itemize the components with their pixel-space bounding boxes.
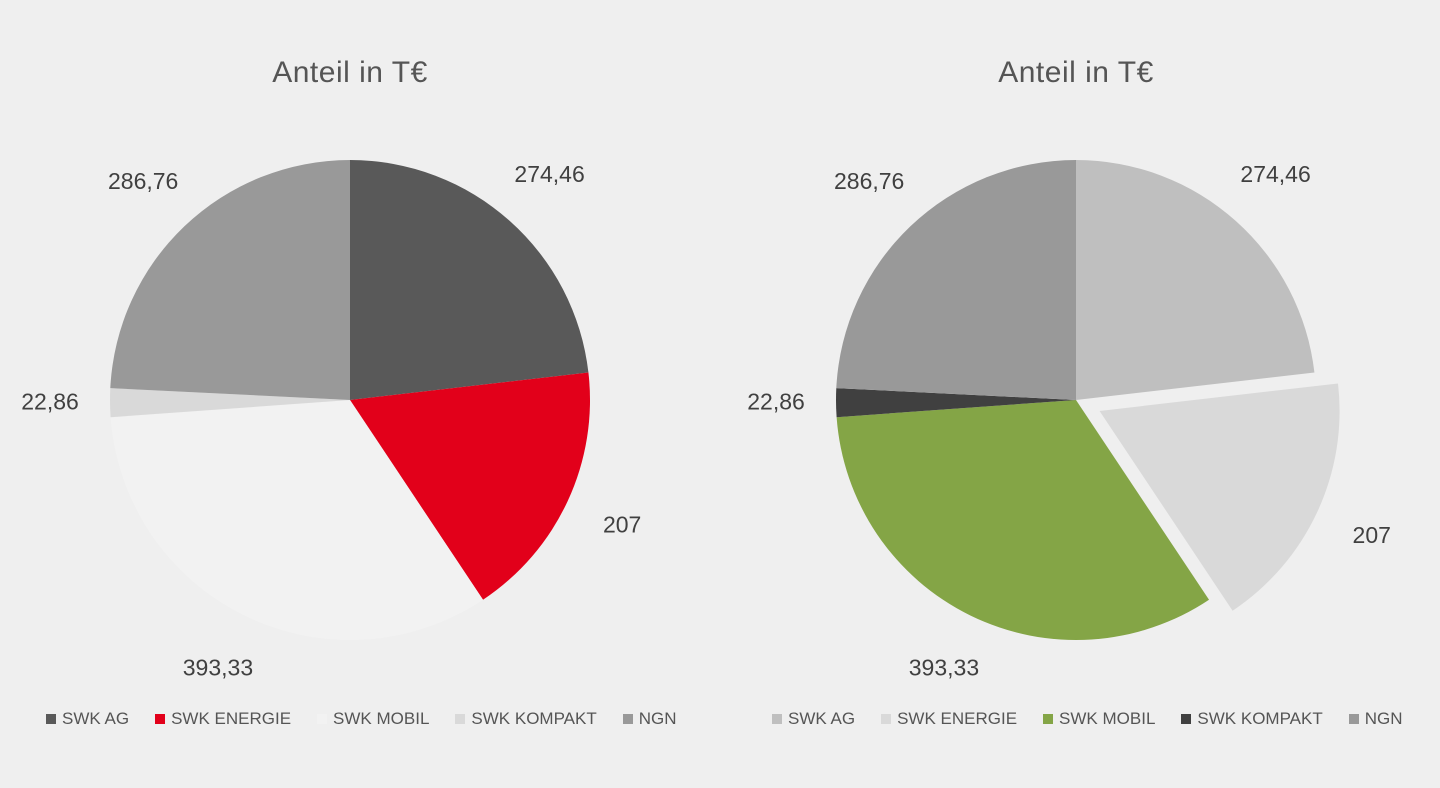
pie-slice-swk-mobil — [836, 400, 1210, 640]
data-label-ngn: 286,76 — [834, 168, 904, 194]
legend-swatch — [455, 714, 466, 724]
data-label-swk-ag: 274,46 — [1240, 161, 1310, 187]
pie-slice-swk-energie — [350, 372, 590, 600]
legend-label: SWK MOBIL — [333, 709, 430, 728]
pie-plot: 274,46 207 393,33 22,86 286,76 — [21, 160, 641, 680]
legend-item-swk-kompakt: SWK KOMPAKT — [1181, 709, 1323, 729]
legend-label: NGN — [638, 709, 677, 728]
legend-item-ngn: NGN — [622, 709, 677, 729]
legend-item-swk-ag: SWK AG — [772, 709, 855, 729]
chart-title: Anteil in T€ — [272, 56, 428, 89]
legend-swatch — [881, 714, 892, 724]
legend-item-swk-ag: SWK AG — [46, 709, 129, 729]
pie-slice-ngn — [836, 160, 1076, 400]
data-label-swk-ag: 274,46 — [514, 161, 584, 187]
pie-plot: 274,46 207 393,33 22,86 286,76 — [747, 160, 1391, 680]
data-label-swk-energie: 207 — [603, 511, 641, 537]
pie-slice-swk-ag — [1076, 160, 1315, 400]
pie-slice-ngn — [110, 160, 350, 400]
pie-slice-swk-ag — [350, 160, 589, 400]
legend-swatch — [46, 714, 56, 724]
data-label-swk-mobil: 393,33 — [909, 654, 979, 680]
legend-swatch — [772, 714, 782, 724]
legend-label: SWK KOMPAKT — [471, 709, 597, 728]
legend-swatch — [1181, 714, 1192, 724]
legend-label: SWK ENERGIE — [171, 709, 292, 728]
pie-slice-swk-mobil — [110, 400, 484, 640]
legend-label: SWK ENERGIE — [897, 709, 1018, 728]
pie-chart-left: Anteil in T€ 274,46 207 393,33 22,86 286,76 … — [21, 56, 703, 729]
chart-title: Anteil in T€ — [998, 56, 1154, 89]
pie-slice-swk-energie — [1099, 383, 1340, 611]
pie-slice-swk-kompakt — [110, 388, 350, 418]
data-label-swk-kompakt: 22,86 — [21, 388, 79, 414]
legend-item-swk-mobil: SWK MOBIL — [1043, 709, 1155, 729]
legend: SWK AG SWK ENERGIE SWK MOBIL SWK KOMPAKT NGN — [772, 709, 1429, 729]
data-label-swk-kompakt: 22,86 — [747, 388, 805, 414]
data-label-swk-energie: 207 — [1353, 522, 1391, 548]
pie-slice-swk-kompakt — [836, 388, 1076, 418]
legend-swatch — [317, 714, 328, 724]
legend-swatch — [1043, 714, 1054, 724]
legend: SWK AG SWK ENERGIE SWK MOBIL SWK KOMPAKT NGN — [46, 709, 703, 729]
legend-item-swk-kompakt: SWK KOMPAKT — [455, 709, 597, 729]
pie-chart-right: Anteil in T€ 274,46 207 393,33 22,86 286,76 … — [726, 0, 1440, 788]
legend-swatch — [622, 714, 633, 724]
legend-label: SWK AG — [788, 709, 856, 728]
legend-item-ngn: NGN — [1348, 709, 1403, 729]
legend-item-swk-mobil: SWK MOBIL — [317, 709, 429, 729]
legend-label: SWK KOMPAKT — [1197, 709, 1323, 728]
legend-item-swk-energie: SWK ENERGIE — [155, 709, 291, 729]
legend-label: NGN — [1364, 709, 1403, 728]
legend-label: SWK MOBIL — [1059, 709, 1156, 728]
legend-swatch — [1348, 714, 1359, 724]
data-label-ngn: 286,76 — [108, 168, 178, 194]
legend-label: SWK AG — [62, 709, 130, 728]
data-label-swk-mobil: 393,33 — [183, 654, 253, 680]
legend-swatch — [155, 714, 166, 724]
legend-item-swk-energie: SWK ENERGIE — [881, 709, 1017, 729]
